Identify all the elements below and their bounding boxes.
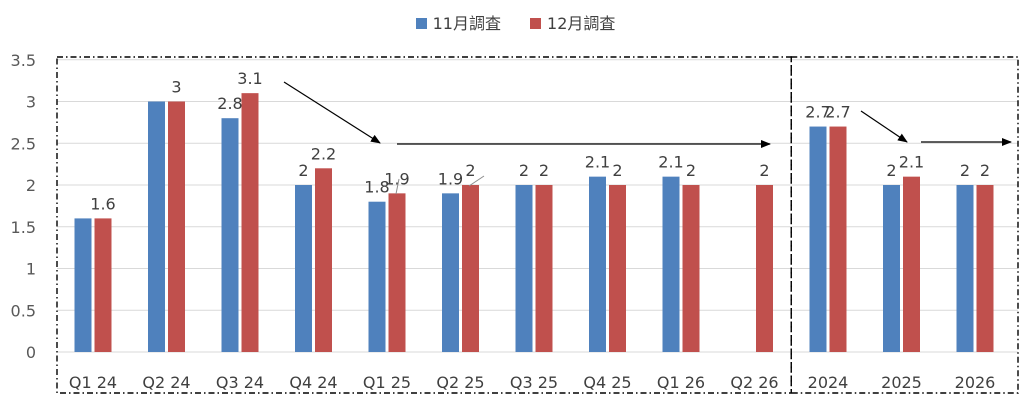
bar-nov	[442, 193, 459, 352]
x-tick-label: Q1 25	[363, 373, 411, 392]
bars	[74, 93, 994, 353]
x-tick-label: Q4 24	[289, 373, 337, 392]
legend-swatch-nov	[415, 18, 427, 29]
data-label: 2.7	[805, 103, 830, 122]
data-label: 2	[519, 161, 529, 180]
leader-line	[395, 178, 400, 195]
bar-nov	[515, 185, 533, 352]
bar-nov	[221, 118, 239, 352]
trend-arrow	[283, 81, 381, 144]
data-label: 2.7	[825, 103, 850, 122]
data-label: 2	[686, 161, 696, 180]
bar-dec	[241, 93, 259, 353]
x-tick-label: 2025	[881, 373, 922, 392]
y-tick-label: 2.5	[11, 134, 36, 153]
bar-nov	[809, 126, 827, 352]
x-tick-label: Q3 25	[510, 373, 558, 392]
legend-label-dec: 12月調査	[547, 14, 616, 33]
trend-arrow	[860, 110, 908, 143]
data-label: 2	[298, 161, 308, 180]
bar-nov	[368, 201, 386, 352]
bar-dec	[976, 185, 994, 352]
x-tick-label: Q3 24	[216, 373, 264, 392]
quarterly-group-frame	[56, 56, 792, 394]
group-frames	[56, 56, 1019, 394]
legend-label-nov: 11月調査	[432, 14, 501, 33]
legend-item-nov: 11月調査	[415, 10, 501, 34]
data-label: 1.9	[438, 169, 463, 188]
y-tick-label: 1.5	[11, 218, 36, 237]
y-tick-label: 3.5	[11, 51, 36, 70]
bar-nov	[589, 176, 606, 352]
legend: 11月調査 12月調査	[0, 10, 1031, 34]
trend-arrows	[283, 81, 1012, 148]
data-label: 2	[960, 161, 970, 180]
leader-line	[468, 175, 485, 187]
data-label: 2	[539, 161, 549, 180]
data-label: 1.6	[90, 194, 115, 213]
bar-dec	[462, 185, 479, 352]
axis-labels: 0 0.5 1 1.5 2 2.5 3 3.5 Q1 24 Q2 24 Q3 24 Q4 24 Q1 2…	[11, 51, 996, 392]
data-label: 2	[465, 161, 475, 180]
annual-group-frame	[790, 56, 1019, 394]
bar-nov	[74, 218, 92, 352]
data-label: 2	[612, 161, 622, 180]
x-tick-label: Q2 26	[730, 373, 778, 392]
bar-dec	[756, 185, 773, 352]
legend-swatch-dec	[530, 18, 542, 29]
bar-nov	[295, 185, 312, 352]
data-label: 1.8	[364, 178, 389, 197]
bar-dec	[903, 176, 920, 352]
x-tick-label: Q4 25	[583, 373, 631, 392]
data-label: 2	[759, 161, 769, 180]
y-tick-label: 1	[26, 260, 36, 279]
legend-item-dec: 12月調査	[530, 10, 615, 34]
x-tick-label: Q2 25	[436, 373, 484, 392]
data-label: 2.1	[899, 153, 924, 172]
data-label: 3	[171, 78, 181, 97]
bar-dec	[168, 101, 185, 352]
y-tick-label: 0.5	[11, 301, 36, 320]
x-tick-label: Q1 24	[69, 373, 117, 392]
data-label: 1.9	[384, 169, 409, 188]
data-label: 2	[980, 161, 990, 180]
bar-nov	[956, 185, 974, 352]
bar-dec	[829, 126, 847, 352]
bar-dec	[609, 185, 626, 352]
bar-nov	[883, 185, 900, 352]
data-label: 2.2	[311, 144, 336, 163]
x-tick-label: Q2 24	[142, 373, 190, 392]
bar-nov	[148, 101, 165, 352]
data-label: 2.1	[585, 153, 610, 172]
bar-dec	[535, 185, 553, 352]
data-label: 3.1	[237, 69, 262, 88]
bar-dec	[388, 193, 406, 352]
data-label: 2	[886, 161, 896, 180]
bar-dec	[94, 218, 112, 352]
x-tick-label: 2024	[808, 373, 849, 392]
y-tick-label: 2	[26, 176, 36, 195]
x-tick-label: 2026	[955, 373, 996, 392]
data-label: 2.1	[658, 153, 683, 172]
y-tick-label: 3	[26, 93, 36, 112]
x-tick-label: Q1 26	[657, 373, 705, 392]
y-tick-label: 0	[26, 343, 36, 362]
bar-nov	[662, 176, 680, 352]
data-label: 2.8	[217, 94, 242, 113]
bar-dec	[315, 168, 332, 352]
bar-dec	[682, 185, 700, 352]
data-labels: 1.632.83.122.21.81.9 1.9 2 2 2 2.1 2 2.1 2 22.72.…	[90, 69, 990, 213]
